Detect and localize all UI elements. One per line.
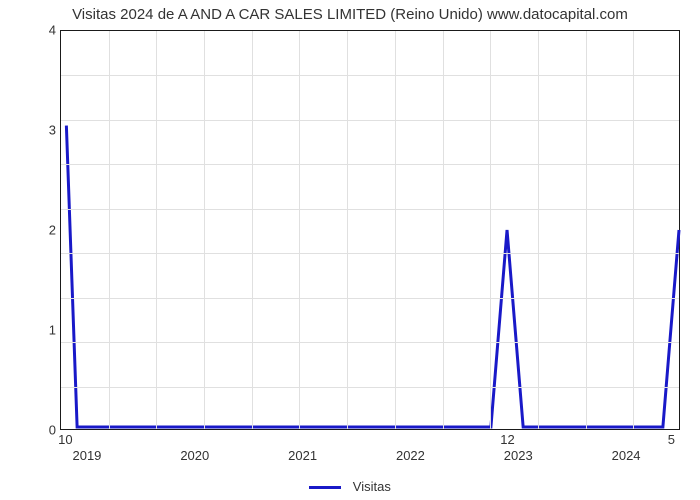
grid-line-vertical	[252, 31, 253, 429]
grid-line-horizontal	[61, 387, 679, 388]
grid-line-vertical	[156, 31, 157, 429]
y-tick-label: 4	[26, 23, 56, 38]
series-line	[66, 126, 679, 427]
plot-area	[60, 30, 680, 430]
grid-line-horizontal	[61, 75, 679, 76]
y-tick-label: 2	[26, 223, 56, 238]
grid-line-vertical	[490, 31, 491, 429]
grid-line-horizontal	[61, 120, 679, 121]
x-tick-label: 2024	[612, 448, 641, 463]
grid-line-horizontal	[61, 209, 679, 210]
x-tick-label: 2019	[72, 448, 101, 463]
grid-line-vertical	[109, 31, 110, 429]
legend-swatch	[309, 486, 341, 489]
x-tick-label: 2021	[288, 448, 317, 463]
grid-line-vertical	[443, 31, 444, 429]
y-tick-label: 1	[26, 323, 56, 338]
grid-line-vertical	[204, 31, 205, 429]
value-label: 5	[668, 432, 675, 447]
grid-line-vertical	[347, 31, 348, 429]
y-tick-label: 0	[26, 423, 56, 438]
grid-line-horizontal	[61, 298, 679, 299]
legend-label: Visitas	[353, 479, 391, 494]
legend: Visitas	[0, 479, 700, 494]
grid-line-vertical	[538, 31, 539, 429]
grid-line-vertical	[299, 31, 300, 429]
grid-line-horizontal	[61, 253, 679, 254]
x-tick-label: 2023	[504, 448, 533, 463]
grid-line-horizontal	[61, 164, 679, 165]
grid-line-vertical	[395, 31, 396, 429]
grid-line-horizontal	[61, 342, 679, 343]
x-tick-label: 2022	[396, 448, 425, 463]
value-label: 10	[58, 432, 72, 447]
x-tick-label: 2020	[180, 448, 209, 463]
grid-line-vertical	[633, 31, 634, 429]
value-label: 12	[500, 432, 514, 447]
grid-line-vertical	[586, 31, 587, 429]
y-tick-label: 3	[26, 123, 56, 138]
chart-title: Visitas 2024 de A AND A CAR SALES LIMITE…	[0, 0, 700, 23]
